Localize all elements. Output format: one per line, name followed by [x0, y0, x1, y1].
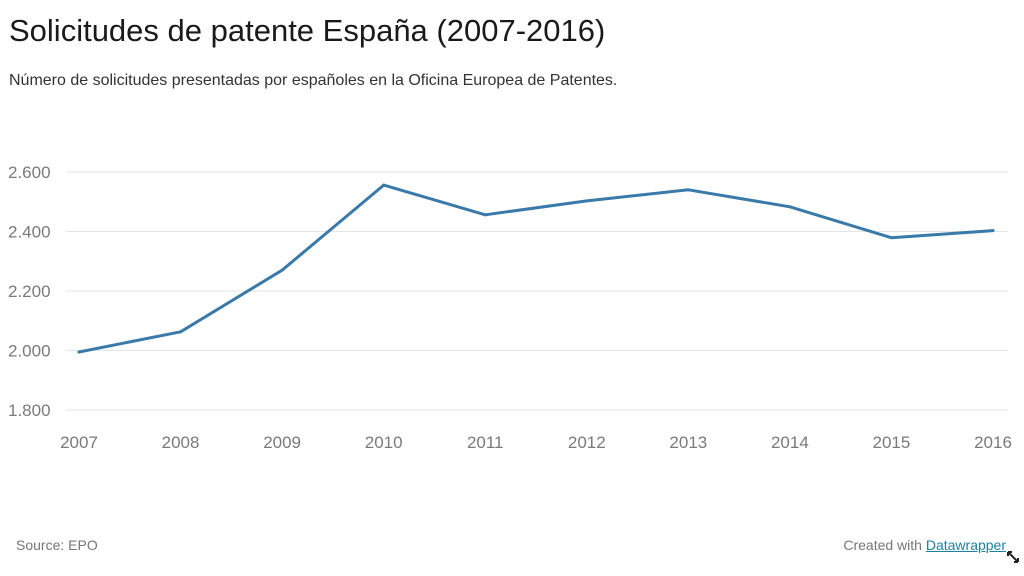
x-axis-labels: 2007 2008 2009 2010 2011 2012 2013 2014 2015 2016 [60, 433, 1012, 452]
y-tick-label: 2.200 [8, 282, 51, 301]
data-point [788, 205, 792, 209]
x-tick-label: 2016 [974, 433, 1012, 452]
chart-title: Solicitudes de patente España (2007-2016… [9, 13, 606, 48]
x-tick-label: 2007 [60, 433, 98, 452]
credit: Created with Datawrapper [843, 537, 1006, 553]
data-point [77, 350, 81, 354]
y-tick-label: 2.400 [8, 223, 51, 242]
x-tick-label: 2012 [568, 433, 606, 452]
x-tick-label: 2010 [365, 433, 403, 452]
series-line [77, 183, 995, 354]
y-tick-label: 1.800 [8, 401, 51, 420]
chart-subtitle: Número de solicitudes presentadas por es… [9, 72, 618, 89]
x-tick-label: 2011 [467, 433, 504, 452]
y-tick-label: 2.600 [8, 163, 51, 182]
x-tick-label: 2008 [162, 433, 200, 452]
x-tick-label: 2014 [771, 433, 809, 452]
x-tick-label: 2013 [669, 433, 707, 452]
y-axis-labels: 1.800 2.000 2.200 2.400 2.600 [8, 163, 51, 420]
y-tick-label: 2.000 [8, 342, 51, 361]
created-with-label: Created with [843, 537, 922, 553]
data-point [889, 236, 893, 240]
data-point [686, 188, 690, 192]
data-point [280, 268, 284, 272]
series-line-group [77, 183, 995, 354]
resize-cursor-icon [1007, 551, 1019, 563]
data-point [991, 229, 995, 233]
gridlines [66, 171, 1008, 411]
x-tick-label: 2015 [873, 433, 911, 452]
x-tick-label: 2009 [263, 433, 301, 452]
data-point [179, 330, 183, 334]
source-label: Source: EPO [16, 537, 98, 553]
data-point [483, 213, 487, 217]
data-point [585, 199, 589, 203]
data-point [382, 183, 386, 187]
datawrapper-link[interactable]: Datawrapper [925, 537, 1006, 553]
